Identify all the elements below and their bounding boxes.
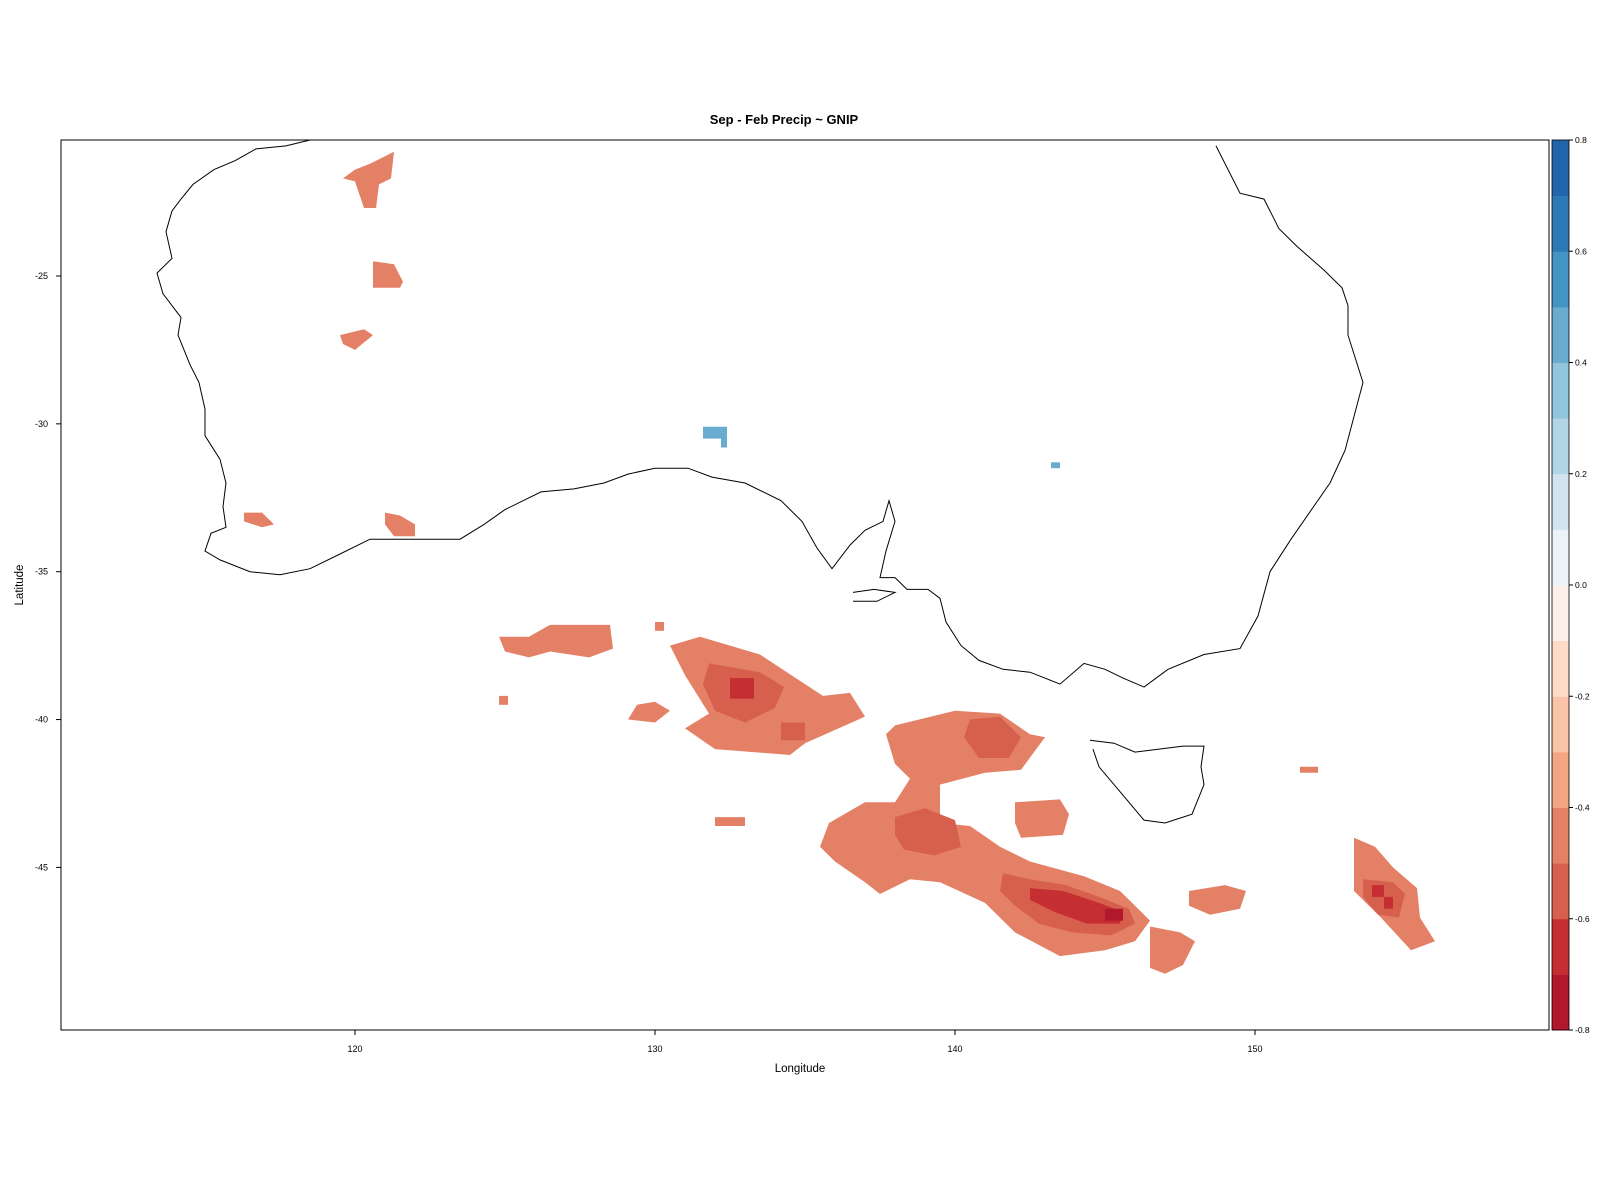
raster-region-0-3	[1015, 799, 1069, 838]
y-tick-label: -40	[35, 715, 48, 725]
colorbar-swatch	[1552, 362, 1569, 419]
colorbar-swatch	[1552, 195, 1569, 252]
raster-region-3-0	[1105, 908, 1123, 921]
raster-region-4-1	[1051, 462, 1060, 469]
colorbar-swatch	[1552, 585, 1569, 642]
x-axis-label: Longitude	[775, 1063, 826, 1075]
colorbar-tick-label: -0.6	[1575, 914, 1590, 924]
raster-region-0-7	[343, 151, 394, 208]
colorbar-swatch	[1552, 640, 1569, 697]
raster-region-1-1	[964, 716, 1021, 758]
raster-region-2-2	[1372, 885, 1384, 897]
raster-region-2-3	[1384, 896, 1393, 909]
colorbar-swatch	[1552, 140, 1569, 197]
raster-region-0-13	[715, 817, 745, 826]
colorbar-swatch	[1552, 696, 1569, 753]
colorbar: 0.8 0.6 0.4 0.2 0.0 -0.2 -0.4 -0.6 -0.8	[1551, 135, 1590, 1035]
raster-region-0-16	[499, 695, 508, 705]
raster-region-4-0	[703, 426, 727, 448]
colorbar-tick-label: -0.2	[1575, 691, 1590, 701]
colorbar-swatch	[1552, 918, 1569, 975]
colorbar-tick-label: 0.0	[1575, 580, 1587, 590]
raster-region-2-0	[1030, 888, 1123, 924]
coastline-1	[180, 139, 311, 200]
raster-region-0-14	[1300, 766, 1318, 773]
coastline-2	[852, 588, 897, 602]
colorbar-swatch	[1552, 418, 1569, 475]
coastline-layer	[156, 139, 1364, 824]
raster-region-0-5	[1189, 885, 1246, 915]
colorbar-tick-label: -0.8	[1575, 1025, 1590, 1035]
y-tick-label: -35	[35, 567, 48, 577]
raster-region-0-0	[499, 624, 613, 658]
raster-region-1-2	[895, 808, 961, 856]
colorbar-tick-label: 0.2	[1575, 469, 1587, 479]
raster-region-0-11	[244, 512, 274, 528]
raster-region-0-9	[340, 329, 373, 350]
raster-region-0-10	[385, 512, 415, 537]
x-tick-label: 130	[647, 1044, 662, 1054]
y-axis: -25 -30 -35 -40 -45	[35, 271, 61, 872]
colorbar-swatch	[1552, 251, 1569, 308]
colorbar-swatch	[1552, 529, 1569, 586]
chart-title: Sep - Feb Precip ~ GNIP	[710, 112, 859, 127]
coastline-3	[1089, 739, 1205, 824]
colorbar-tick-label: 0.4	[1575, 358, 1587, 368]
colorbar-tick-label: 0.8	[1575, 135, 1587, 145]
colorbar-swatch	[1552, 306, 1569, 363]
x-axis: 120 130 140 150	[347, 1030, 1263, 1054]
colorbar-swatch	[1552, 473, 1569, 530]
colorbar-swatch	[1552, 751, 1569, 808]
colorbar-tick-label: 0.6	[1575, 246, 1587, 256]
colorbar-swatch	[1552, 974, 1569, 1031]
raster-region-0-12	[628, 701, 670, 723]
y-tick-label: -25	[35, 271, 48, 281]
x-tick-label: 140	[947, 1044, 962, 1054]
raster-region-0-4	[1150, 926, 1195, 974]
x-tick-label: 120	[347, 1044, 362, 1054]
raster-region-0-15	[655, 622, 664, 631]
y-tick-label: -30	[35, 419, 48, 429]
y-tick-label: -45	[35, 862, 48, 872]
raster-layer	[244, 151, 1435, 974]
raster-region-1-5	[781, 722, 805, 741]
raster-region-0-8	[373, 261, 403, 288]
x-tick-label: 150	[1247, 1044, 1262, 1054]
colorbar-swatch	[1552, 807, 1569, 864]
plot-frame	[60, 139, 1550, 1031]
coastline-0	[156, 145, 1364, 688]
y-axis-label: Latitude	[14, 565, 26, 606]
colorbar-tick-label: -0.4	[1575, 803, 1590, 813]
raster-region-2-1	[730, 678, 754, 699]
colorbar-swatch	[1552, 863, 1569, 920]
